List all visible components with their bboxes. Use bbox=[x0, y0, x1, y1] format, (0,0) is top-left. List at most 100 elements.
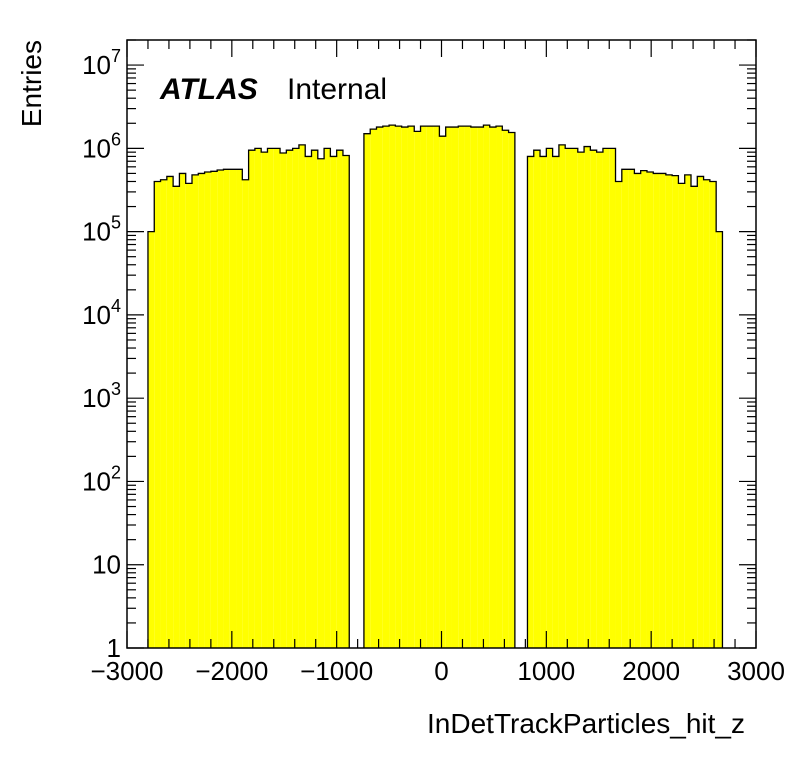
histogram-bin bbox=[324, 148, 331, 648]
histogram-bin bbox=[317, 158, 325, 649]
histogram-bin bbox=[286, 150, 293, 648]
histogram-bin bbox=[502, 130, 509, 649]
histogram-bin bbox=[703, 179, 710, 648]
histogram-bin bbox=[596, 152, 603, 648]
histogram-bin bbox=[420, 126, 427, 648]
histogram-bin bbox=[292, 148, 299, 648]
histogram-bin bbox=[590, 150, 597, 648]
histogram-bin bbox=[382, 126, 390, 648]
histogram-bin bbox=[204, 171, 211, 648]
histogram-bin bbox=[489, 127, 497, 648]
histogram-series-1 bbox=[147, 144, 350, 649]
histogram-bin bbox=[154, 181, 161, 649]
histogram-bin bbox=[229, 169, 237, 649]
histogram-bin bbox=[173, 186, 180, 648]
histogram-bin bbox=[445, 127, 452, 648]
histogram-bin bbox=[653, 173, 660, 648]
histogram-bin bbox=[395, 126, 402, 648]
histogram-series-2 bbox=[363, 124, 516, 649]
y-tick-label: 102 bbox=[82, 462, 121, 496]
x-axis-title: InDetTrackParticles_hit_z bbox=[427, 708, 745, 739]
histogram-bin bbox=[464, 126, 471, 648]
histogram-bin bbox=[716, 231, 723, 648]
histogram-bin bbox=[217, 169, 224, 648]
atlas-label: ATLAS bbox=[159, 73, 258, 106]
histogram-bin bbox=[552, 156, 559, 649]
histogram-bin bbox=[311, 150, 318, 648]
x-tick-label: 2000 bbox=[622, 656, 680, 686]
histogram-bin bbox=[634, 173, 641, 648]
histogram-bin bbox=[363, 133, 371, 649]
histogram-bin bbox=[191, 174, 199, 648]
histogram-bin bbox=[458, 126, 465, 648]
histogram-bin bbox=[330, 156, 337, 649]
histogram-bin bbox=[254, 148, 262, 648]
histogram-outline bbox=[526, 144, 724, 648]
axis-ticks bbox=[126, 39, 757, 649]
histogram-bin bbox=[160, 179, 167, 648]
x-tick-label: −3000 bbox=[90, 656, 163, 686]
histogram-bin bbox=[336, 150, 343, 648]
y-tick-label: 106 bbox=[82, 129, 121, 163]
histogram-bin bbox=[439, 136, 446, 648]
histogram-bin bbox=[426, 126, 434, 648]
histogram-bin bbox=[414, 131, 421, 648]
histogram-bin bbox=[621, 169, 629, 649]
histogram-bin bbox=[571, 148, 578, 648]
histogram-bin bbox=[533, 150, 541, 648]
y-tick-label: 1 bbox=[107, 633, 121, 663]
x-tick-label: −1000 bbox=[300, 656, 373, 686]
histogram-bin bbox=[267, 148, 274, 648]
histogram-outline bbox=[147, 144, 350, 648]
y-tick-label: 107 bbox=[82, 46, 121, 80]
y-tick-label: 104 bbox=[82, 296, 121, 330]
histogram-bin bbox=[508, 132, 515, 648]
y-tick-labels: 1 10 102 103 104 105 106 107 bbox=[82, 46, 121, 663]
y-tick-label: 105 bbox=[82, 213, 121, 247]
histogram-bin bbox=[640, 170, 647, 648]
histogram-bin bbox=[305, 156, 312, 649]
histogram-bin bbox=[401, 127, 408, 648]
histogram-bin bbox=[684, 174, 692, 648]
histogram-bin bbox=[691, 186, 698, 648]
histogram-bin bbox=[665, 174, 673, 648]
histogram-bin bbox=[433, 126, 440, 648]
histogram-bin bbox=[389, 125, 396, 649]
histogram-bin bbox=[584, 146, 591, 649]
histogram-bin bbox=[709, 181, 717, 649]
histogram-bin bbox=[615, 181, 622, 649]
histogram-bars bbox=[147, 124, 724, 649]
histogram-bin bbox=[483, 125, 490, 649]
histogram-bin bbox=[248, 150, 255, 648]
histogram-bin bbox=[496, 126, 503, 648]
histogram-bin bbox=[470, 127, 478, 648]
histogram-bin bbox=[236, 169, 243, 649]
histogram-bin bbox=[678, 183, 685, 648]
histogram-bin bbox=[185, 183, 192, 648]
x-tick-label: 1000 bbox=[517, 656, 575, 686]
histogram-bin bbox=[659, 173, 666, 648]
histogram-bin bbox=[210, 171, 218, 648]
histogram-bin bbox=[407, 126, 415, 648]
histogram-bin bbox=[198, 173, 205, 648]
histogram-bin bbox=[280, 152, 287, 649]
histogram-bin bbox=[609, 148, 616, 648]
x-tick-label: 3000 bbox=[727, 656, 785, 686]
histogram-bin bbox=[546, 148, 553, 648]
histogram-bin bbox=[602, 148, 610, 648]
x-tick-labels: −3000 −2000 −1000 0 1000 2000 3000 bbox=[90, 656, 784, 686]
internal-label: Internal bbox=[287, 73, 387, 106]
histogram-outline bbox=[363, 124, 516, 648]
histogram-bin bbox=[179, 173, 186, 648]
histogram-bin bbox=[646, 171, 654, 648]
x-tick-label: 0 bbox=[434, 656, 448, 686]
histogram-bin bbox=[242, 179, 249, 648]
histogram-series-3 bbox=[526, 144, 724, 649]
y-tick-label: 10 bbox=[92, 550, 121, 580]
histogram-bin bbox=[697, 176, 704, 648]
histogram-bin bbox=[273, 148, 281, 648]
histogram-bin bbox=[527, 156, 534, 649]
histogram-bin bbox=[558, 144, 566, 648]
histogram-bin bbox=[223, 169, 230, 649]
x-tick-label: −2000 bbox=[195, 656, 268, 686]
